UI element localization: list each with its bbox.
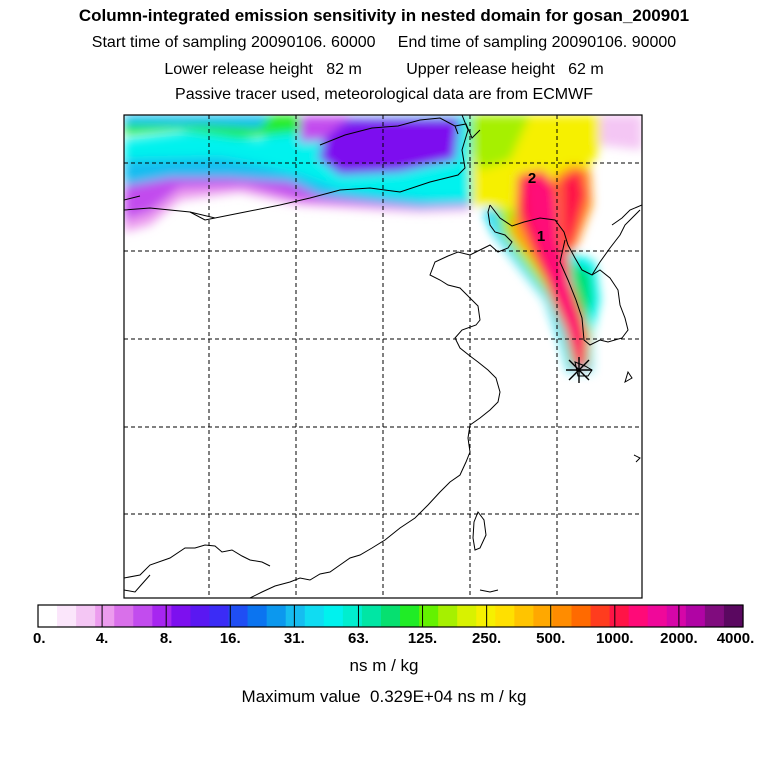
sampling-time-line: Start time of sampling 20090106. 60000 E…: [91, 34, 677, 51]
colorbar-tick-label: 125.: [407, 630, 438, 647]
colorbar-tick-label: 16.: [219, 630, 241, 647]
colorbar-swatch: [76, 605, 96, 627]
colorbar-swatch: [590, 605, 611, 627]
colorbar-tick-label: 63.: [348, 630, 369, 647]
colorbar-swatch: [95, 605, 115, 627]
colorbar-swatch: [190, 605, 211, 627]
map-frame: [123, 114, 643, 599]
colorbar-swatch: [304, 605, 325, 627]
colorbar-tick-label: 0.: [32, 630, 46, 647]
lat-lon-grid: [124, 115, 642, 598]
colorbar-swatch: [438, 605, 458, 627]
coastlines: [124, 115, 642, 598]
colorbar-swatch: [704, 605, 725, 627]
colorbar-swatch: [342, 605, 363, 627]
colorbar-swatch: [380, 605, 401, 627]
colorbar-swatch: [361, 605, 382, 627]
colorbar-swatch: [152, 605, 172, 627]
colorbar-swatch: [495, 605, 515, 627]
colorbar-swatch: [57, 605, 77, 627]
units-label: ns m / kg: [349, 656, 419, 675]
colorbar-swatch: [133, 605, 153, 627]
colorbar-swatch: [266, 605, 287, 627]
colorbar-tick-label: 4.: [95, 630, 109, 647]
colorbar-swatch: [628, 605, 649, 627]
colorbar-swatch: [247, 605, 268, 627]
colorbar-swatch: [171, 605, 192, 627]
asterisk-receptor-icon: [566, 357, 592, 383]
colorbar-swatch: [666, 605, 687, 627]
plot-title: Column-integrated emission sensitivity i…: [78, 6, 690, 25]
maximum-value-label: Maximum value 0.329E+04 ns m / kg: [241, 687, 527, 706]
colorbar-swatch: [323, 605, 344, 627]
trajectory-marker-2: 2: [528, 170, 536, 187]
colorbar-swatch: [723, 605, 744, 627]
colorbar-swatch: [228, 605, 249, 627]
colorbar-tick-label: 1000.: [596, 630, 634, 647]
colorbar-swatch: [285, 605, 306, 627]
colorbar-frame: [37, 604, 744, 628]
colorbar-tick-label: 4000.: [716, 630, 755, 647]
colorbar-swatch: [571, 605, 592, 627]
colorbar-swatch: [647, 605, 668, 627]
colorbar-tick-label: 250.: [472, 630, 502, 647]
colorbar-swatch: [38, 605, 58, 627]
colorbar-swatch: [609, 605, 630, 627]
colorbar-tick-label: 8.: [159, 630, 173, 647]
colorbar-tick-label: 500.: [536, 630, 566, 647]
colorbar-swatch: [476, 605, 496, 627]
colorbar-swatch: [419, 605, 439, 627]
colorbar-swatch: [552, 605, 573, 627]
colorbar-swatch: [209, 605, 230, 627]
colorbar-swatch: [400, 605, 420, 627]
colorbar-swatch: [533, 605, 554, 627]
trajectory-marker-1: 1: [537, 228, 545, 245]
colorbar-swatch: [685, 605, 706, 627]
colorbar-tick-label: 31.: [283, 630, 305, 647]
colorbar-tick-label: 2000.: [660, 630, 698, 647]
colorbar-swatch: [457, 605, 477, 627]
colorbar: [37, 605, 744, 627]
release-height-line: Lower release height 82 m Upper release …: [164, 61, 604, 78]
colorbar-swatch: [114, 605, 134, 627]
colorbar-swatch: [514, 605, 534, 627]
tracer-info-line: Passive tracer used, meteorological data…: [175, 86, 593, 103]
